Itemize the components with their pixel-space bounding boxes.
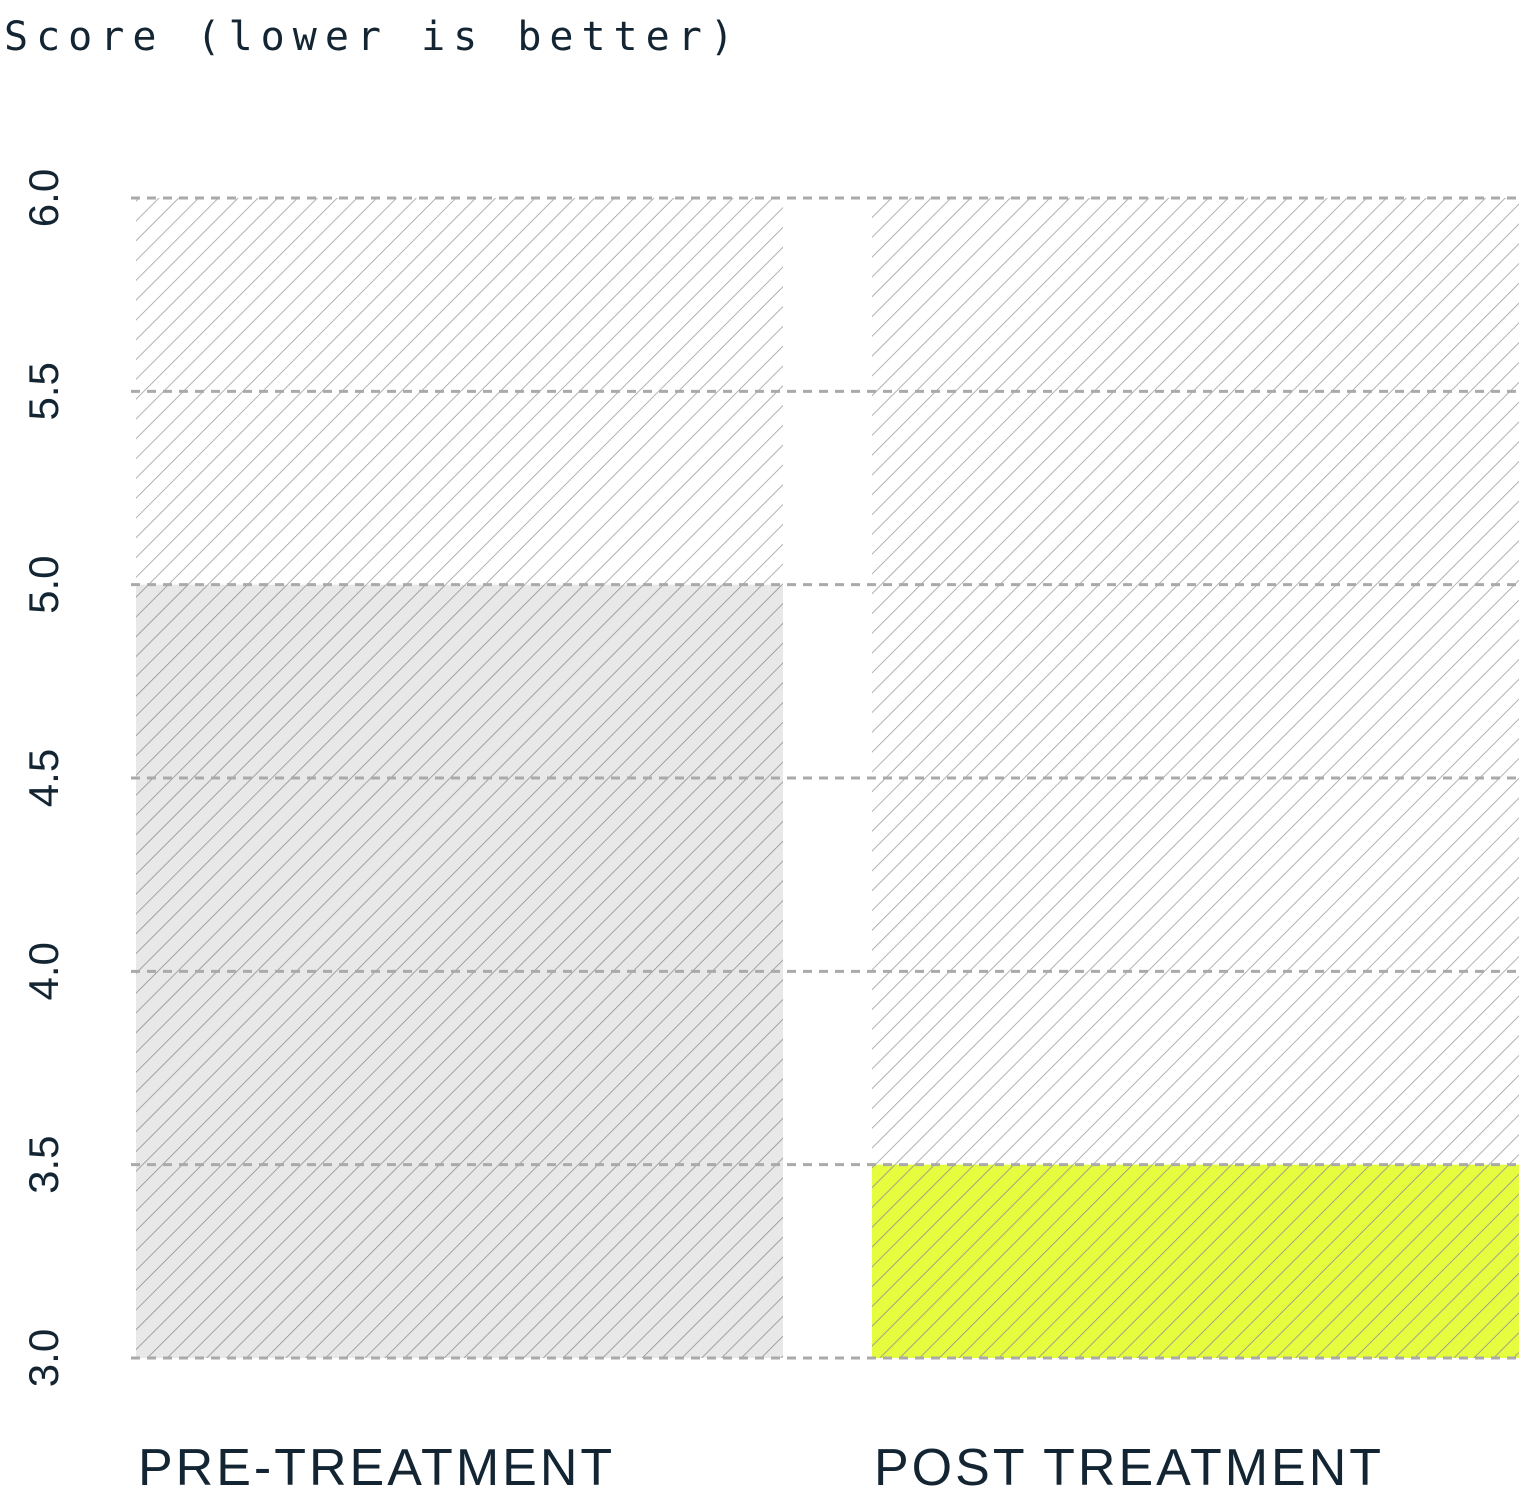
category-label-pre-treatment: PRE-TREATMENT [138,1439,615,1494]
category-label-post-treatment: POST TREATMENT [874,1439,1384,1494]
y-tick-label: 6.0 [20,169,67,227]
y-axis-title: Score (lower is better) [4,14,742,60]
y-tick-label: 5.0 [20,555,67,613]
bar-post-treatment [872,1164,1519,1358]
y-tick-label: 3.0 [20,1329,67,1387]
y-tick-labels: 3.0 3.5 4.0 4.5 5.0 5.5 6.0 [20,169,67,1387]
y-tick-label: 4.0 [20,942,67,1000]
y-tick-label: 3.5 [20,1135,67,1193]
gridlines [131,196,1520,1360]
y-tick-label: 5.5 [20,362,67,420]
y-tick-label: 4.5 [20,749,67,807]
bar-hatch [872,1164,1519,1358]
category-labels: PRE-TREATMENT POST TREATMENT [138,1439,1384,1494]
